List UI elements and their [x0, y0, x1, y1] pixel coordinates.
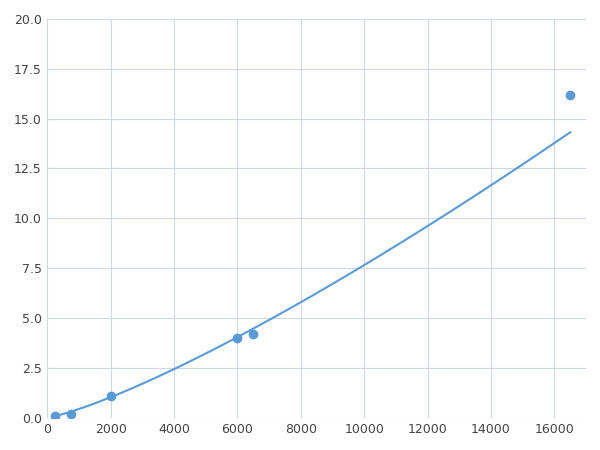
Point [565, 91, 575, 98]
Point [248, 330, 258, 338]
Point [233, 334, 242, 342]
Point [50, 412, 60, 419]
Point [66, 410, 76, 417]
Point [106, 392, 116, 399]
